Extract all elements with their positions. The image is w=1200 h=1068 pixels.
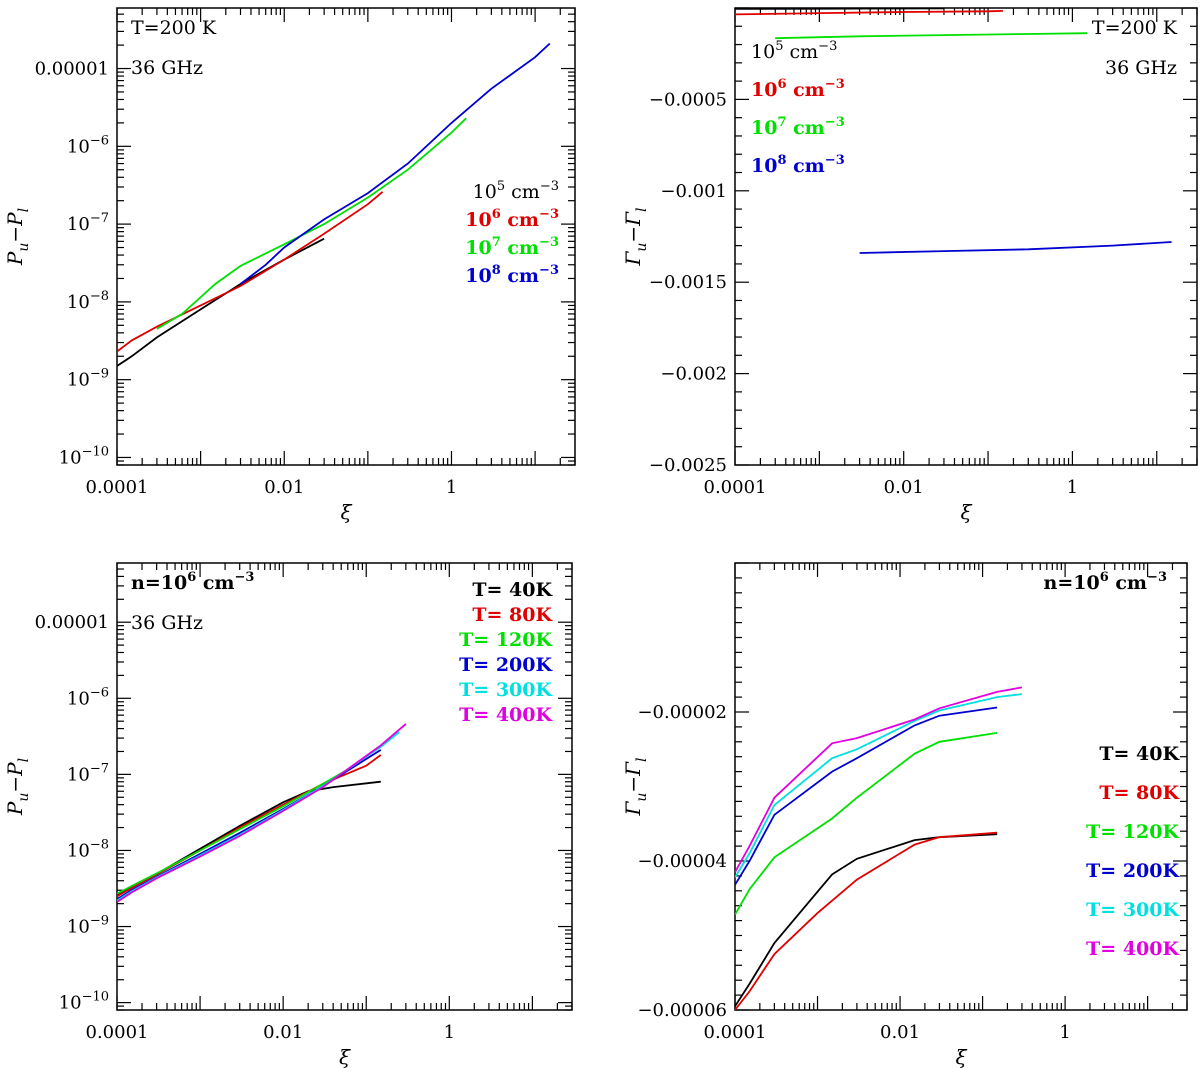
panel-p3: 0.0001 0.01 1 10−10 10−9 10−8 10−7 10−6 0.00001 ξ…	[3, 562, 573, 1068]
y-tick-label: −0.0005	[649, 89, 727, 110]
series-line-3	[859, 241, 1172, 254]
y-tick-label: 10−6	[67, 133, 109, 157]
legend-entry: T= 400K	[459, 704, 553, 726]
annotation: 36 GHz	[131, 57, 203, 79]
y-axis-label: Γu−Γl	[621, 757, 650, 816]
legend-entry: T= 40K	[472, 579, 553, 601]
annotation: 36 GHz	[131, 612, 203, 634]
y-tick-label: 10−7	[67, 761, 109, 785]
y-tick-label: −0.001	[660, 181, 727, 202]
y-tick-label: 0.00001	[35, 59, 109, 80]
legend-entry: T= 120K	[459, 629, 553, 651]
x-tick-label: 0.01	[880, 1022, 920, 1043]
x-tick-label: 0.01	[884, 477, 924, 498]
x-tick-label: 0.01	[264, 477, 304, 498]
legend-entry: T= 80K	[472, 604, 553, 626]
y-tick-label: 10−9	[67, 914, 109, 938]
legend-entry: T= 120K	[1086, 821, 1180, 843]
series-line-5	[117, 723, 407, 903]
y-tick-label: 10−9	[67, 367, 109, 391]
series-line-2	[775, 32, 1088, 40]
legend-entry: T= 200K	[459, 654, 553, 676]
x-axis-label: ξ	[340, 500, 352, 524]
panel-p2: 0.0001 0.01 1 −0.0025 −0.002 −0.0015 −0.001 −0.…	[621, 7, 1198, 524]
legend-entry: T= 400K	[1086, 938, 1180, 960]
series-line-5	[735, 686, 1023, 873]
legend-entry: T= 80K	[1099, 782, 1180, 804]
panel-p1: 0.0001 0.01 1 10−10 10−9 10−8 10−7 10−6 0.00001 ξ…	[3, 7, 576, 524]
x-tick-label: 1	[1059, 1022, 1070, 1043]
series-line-0	[735, 833, 998, 1007]
y-axis-label: Pu−Pl	[3, 208, 32, 266]
legend-entry: 105 cm−3	[751, 39, 837, 63]
x-tick-label: 0.0001	[704, 477, 767, 498]
series-line-3	[735, 706, 998, 886]
y-tick-label: −0.0025	[649, 455, 727, 476]
legend-entry: 106 cm−3	[465, 207, 559, 231]
y-axis-label: Pu−Pl	[3, 758, 32, 816]
x-axis-label: ξ	[339, 1045, 351, 1068]
legend-entry: 106 cm−3	[751, 77, 845, 101]
legend-entry: T= 200K	[1086, 860, 1180, 882]
legend-entry: 107 cm−3	[751, 115, 845, 139]
y-tick-label: −0.00006	[637, 1000, 727, 1021]
annotation: n=106 cm−3	[131, 570, 254, 594]
legend-entry: T= 300K	[459, 679, 553, 701]
series-line-1	[735, 10, 1003, 16]
y-tick-label: 10−10	[59, 444, 109, 468]
plot-frame	[734, 7, 1198, 466]
series-line-1	[735, 831, 998, 1010]
legend-entry: 107 cm−3	[465, 235, 559, 259]
x-axis-label: ξ	[955, 1045, 967, 1068]
series-line-1	[117, 191, 384, 353]
y-tick-label: −0.00002	[637, 702, 727, 723]
annotation: 36 GHz	[1105, 57, 1177, 79]
y-tick-label: −0.002	[660, 364, 727, 385]
legend-entry: 105 cm−3	[473, 179, 559, 203]
x-axis-label: ξ	[960, 500, 972, 524]
series-line-2	[735, 732, 998, 916]
y-tick-label: 10−7	[67, 211, 109, 235]
annotation: T=200 K	[1092, 17, 1178, 39]
y-tick-label: 0.00001	[35, 612, 109, 633]
x-tick-label: 1	[444, 1022, 455, 1043]
y-tick-label: −0.0015	[649, 272, 727, 293]
y-tick-label: −0.00004	[637, 851, 727, 872]
y-tick-label: 10−6	[67, 685, 109, 709]
legend-entry: T= 40K	[1099, 743, 1180, 765]
y-tick-label: 10−8	[67, 289, 109, 313]
y-tick-label: 10−10	[59, 990, 109, 1014]
y-tick-label: 10−8	[67, 837, 109, 861]
panel-p4: 0.0001 0.01 1 −0.00006 −0.00004 −0.00002 ξ Γu−Γ…	[621, 562, 1188, 1068]
series-line-2	[117, 758, 367, 895]
annotation: n=106 cm−3	[1044, 570, 1167, 594]
annotation: T=200 K	[131, 17, 217, 39]
x-tick-label: 0.0001	[704, 1022, 767, 1043]
series-line-4	[735, 693, 1023, 878]
legend-entry: 108 cm−3	[465, 263, 559, 287]
x-tick-label: 0.01	[263, 1022, 303, 1043]
x-tick-label: 1	[1067, 477, 1078, 498]
series-line-2	[156, 117, 467, 330]
legend-entry: 108 cm−3	[751, 153, 845, 177]
x-tick-label: 1	[446, 477, 457, 498]
series-line-0	[735, 8, 944, 10]
legend-entry: T= 300K	[1086, 899, 1180, 921]
series-line-1	[117, 754, 382, 898]
y-axis-label: Γu−Γl	[621, 207, 650, 266]
x-tick-label: 0.0001	[86, 1022, 149, 1043]
series-line-0	[117, 237, 325, 367]
x-tick-label: 0.0001	[86, 477, 149, 498]
series-line-3	[239, 42, 551, 285]
